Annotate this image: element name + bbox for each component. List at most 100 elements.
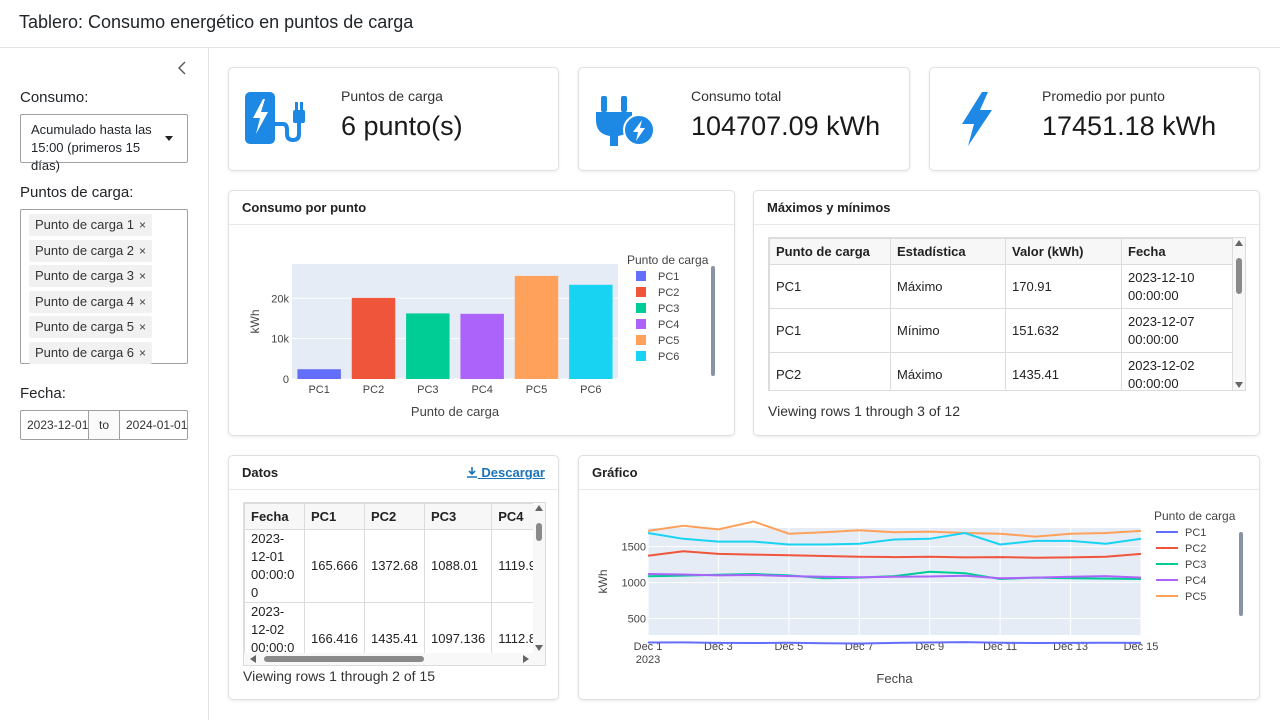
vertical-scrollbar[interactable] <box>1233 238 1245 390</box>
series-line-PC5 <box>647 520 1142 538</box>
card-title: Máximos y mínimos <box>754 191 1259 225</box>
column-header[interactable]: Estadística <box>890 238 1006 265</box>
scroll-left-icon[interactable] <box>250 655 256 663</box>
legend-scrollbar <box>711 266 715 376</box>
chip-label: Punto de carga 2 <box>35 242 135 258</box>
table-info: Viewing rows 1 through 2 of 15 <box>243 668 435 684</box>
download-label: Descargar <box>481 465 545 480</box>
scroll-thumb[interactable] <box>264 656 424 662</box>
scroll-thumb[interactable] <box>536 523 542 541</box>
x-tick-label: Dec 15 <box>1124 641 1159 653</box>
x-tick-label: PC6 <box>580 384 601 396</box>
chip-punto-2[interactable]: Punto de carga 2 × <box>29 239 153 262</box>
chip-label: Punto de carga 3 <box>35 268 135 283</box>
table-cell: 1372.68 <box>364 529 425 603</box>
table-cell: PC2 <box>769 352 891 390</box>
scroll-right-icon[interactable] <box>523 655 529 663</box>
remove-icon[interactable]: × <box>139 269 147 283</box>
column-header[interactable]: Fecha <box>1121 238 1233 265</box>
download-link[interactable]: Descargar <box>466 465 545 480</box>
y-tick-label: 1000 <box>622 578 646 590</box>
bar-PC6 <box>569 284 613 379</box>
extremes-table-scroll[interactable]: Punto de carga Estadística Valor (kWh) F… <box>768 237 1246 391</box>
table-cell: Máximo <box>890 264 1006 309</box>
plug-bolt-icon <box>593 90 657 148</box>
x-tick-label: Dec 9 <box>915 641 944 653</box>
chip-punto-5[interactable]: Punto de carga 5 × <box>29 316 153 338</box>
fecha-start-input[interactable]: 2023-12-01 <box>27 418 88 432</box>
legend-scrollbar <box>1239 532 1243 616</box>
scroll-down-icon[interactable] <box>535 645 543 651</box>
column-header[interactable]: Punto de carga <box>769 238 891 265</box>
legend-item-PC2: PC2 <box>658 287 679 299</box>
bar-PC1 <box>297 369 341 379</box>
x-tick-label: Dec 5 <box>774 641 803 653</box>
chip-label: Punto de carga 6 <box>35 344 135 360</box>
legend-item-PC6: PC6 <box>658 351 679 363</box>
consumo-select[interactable]: Acumulado hasta las 15:00 (primeros 15 d… <box>20 114 188 173</box>
value-box-value: 6 punto(s) <box>341 111 463 141</box>
scroll-thumb[interactable] <box>1236 258 1242 294</box>
column-header[interactable]: PC3 <box>423 503 493 530</box>
remove-icon[interactable]: × <box>139 345 147 360</box>
column-header[interactable]: PC2 <box>364 503 425 530</box>
value-box-puntos: Puntos de carga 6 punto(s) <box>228 67 559 171</box>
legend-swatch-PC5 <box>636 335 646 345</box>
x-tick-year: 2023 <box>636 654 660 666</box>
table-cell: 1088.01 <box>423 529 493 603</box>
value-box-value: 104707.09 kWh <box>691 111 881 141</box>
scroll-up-icon[interactable] <box>1235 240 1243 246</box>
data-table-scroll[interactable]: Fecha PC1 PC2 PC3 PC4 2023-12-01 00:00:0… <box>243 502 546 666</box>
card-title: Consumo por punto <box>229 191 734 225</box>
fecha-label: Fecha: <box>20 385 66 402</box>
legend-swatch-PC1 <box>636 271 646 281</box>
table-cell: PC1 <box>769 308 891 353</box>
fecha-end-input[interactable]: 2024-01-01 <box>126 418 187 432</box>
legend-item-PC1: PC1 <box>1185 527 1206 539</box>
series-line-PC6 <box>647 531 1142 546</box>
value-box-consumo: Consumo total 104707.09 kWh <box>578 67 910 171</box>
x-tick-label: PC4 <box>471 384 492 396</box>
legend-item-PC5: PC5 <box>1185 591 1206 603</box>
bolt-icon <box>944 90 1008 148</box>
x-axis-title: Fecha <box>876 671 913 686</box>
extremes-card: Máximos y mínimos Punto de carga Estadís… <box>753 190 1260 436</box>
table-row: PC1 Máximo 170.91 2023-12-10 00:00:00 <box>769 264 1233 309</box>
table-cell: 2023-12-10 00:00:00 <box>1121 264 1233 309</box>
table-cell: PC1 <box>769 264 891 309</box>
chip-punto-6[interactable]: Punto de carga 6 × <box>29 341 153 364</box>
bar-PC4 <box>460 313 504 379</box>
legend-item-PC3: PC3 <box>1185 559 1206 571</box>
column-header[interactable]: PC1 <box>304 503 365 530</box>
puntos-multiselect[interactable]: Punto de carga 1 × Punto de carga 2 × Punt… <box>20 209 188 364</box>
horizontal-scrollbar[interactable] <box>244 653 545 665</box>
card-title: Gráfico <box>579 456 1259 490</box>
x-tick-label: PC5 <box>526 384 547 396</box>
plot-background <box>648 528 1141 635</box>
column-header[interactable]: Fecha <box>244 503 305 530</box>
y-axis-title: kWh <box>596 570 610 594</box>
chip-label: Punto de carga 4 <box>35 293 135 309</box>
remove-icon[interactable]: × <box>139 294 147 309</box>
column-header[interactable]: Valor (kWh) <box>1005 238 1122 265</box>
chip-punto-4[interactable]: Punto de carga 4 × <box>29 290 153 313</box>
remove-icon[interactable]: × <box>139 320 147 334</box>
legend-title: Punto de carga <box>1154 509 1236 523</box>
legend-swatch-PC2 <box>636 287 646 297</box>
vertical-scrollbar[interactable] <box>533 503 545 653</box>
y-tick-label: 10k <box>271 334 289 346</box>
remove-icon[interactable]: × <box>139 243 147 258</box>
collapse-sidebar-icon[interactable] <box>172 58 192 78</box>
scroll-down-icon[interactable] <box>1235 382 1243 388</box>
x-tick-label: PC2 <box>363 384 384 396</box>
remove-icon[interactable]: × <box>139 218 147 232</box>
table-cell: 170.91 <box>1005 264 1122 309</box>
x-tick-label: Dec 3 <box>704 641 733 653</box>
table-row: PC2 Máximo 1435.41 2023-12-02 00:00:00 <box>769 352 1233 390</box>
y-axis-title: kWh <box>248 310 262 334</box>
chip-punto-1[interactable]: Punto de carga 1 × <box>29 214 153 236</box>
x-tick-label: PC1 <box>308 384 329 396</box>
scroll-up-icon[interactable] <box>535 505 543 511</box>
chip-punto-3[interactable]: Punto de carga 3 × <box>29 265 153 287</box>
y-tick-label: 0 <box>283 374 289 386</box>
